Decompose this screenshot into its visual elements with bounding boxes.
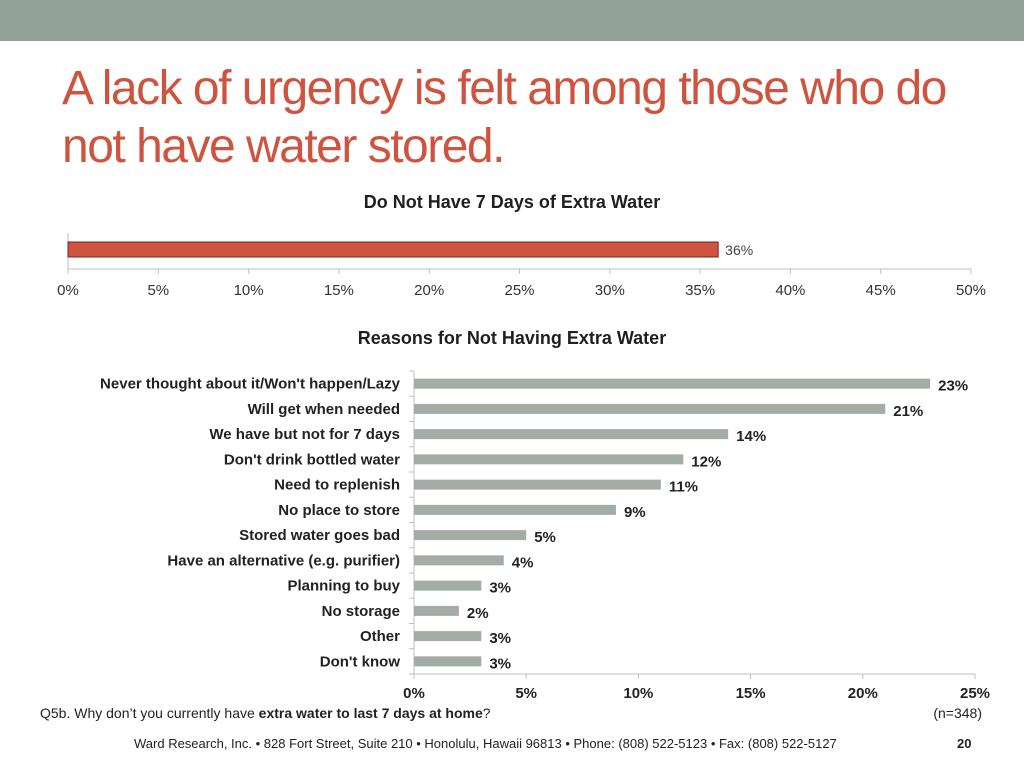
chart2-bar — [414, 580, 482, 591]
chart2-category-label: Planning to buy — [288, 578, 401, 595]
chart2-bar — [414, 605, 459, 616]
question-suffix: ? — [482, 705, 491, 721]
chart1-tick-label: 25% — [504, 282, 534, 299]
chart2-category-label: Don't know — [320, 653, 401, 670]
chart2-data-label: 12% — [691, 453, 721, 470]
chart1-tick-label: 0% — [57, 282, 79, 299]
chart2-title: Reasons for Not Having Extra Water — [357, 328, 667, 348]
chart2-category-label: Never thought about it/Won't happen/Lazy — [100, 376, 401, 393]
chart2-bar — [414, 656, 482, 667]
chart2-data-label: 5% — [534, 529, 556, 546]
chart1-data-label: 36% — [725, 242, 753, 258]
chart1-tick-label: 50% — [956, 282, 986, 299]
chart2-data-label: 3% — [489, 630, 511, 647]
chart2-data-label: 9% — [624, 504, 646, 521]
chart2-category-label: Will get when needed — [248, 401, 400, 418]
chart2-data-label: 3% — [489, 580, 511, 597]
footer-contact: Ward Research, Inc. • 828 Fort Street, S… — [134, 736, 837, 751]
chart2-bar — [414, 631, 482, 642]
page-number: 20 — [957, 736, 972, 751]
chart1-tick-label: 40% — [775, 282, 805, 299]
chart1-tick-label: 15% — [324, 282, 354, 299]
chart1-tick-label: 45% — [866, 282, 896, 299]
chart2-category-label: No place to store — [278, 502, 400, 519]
chart1-tick-label: 5% — [147, 282, 169, 299]
chart2-category-label: Stored water goes bad — [239, 527, 400, 544]
chart2-bar — [414, 530, 527, 541]
chart2-category-label: Don't drink bottled water — [224, 451, 400, 468]
chart2-bar — [414, 504, 616, 515]
chart2-category-label: Have an alternative (e.g. purifier) — [167, 552, 400, 569]
chart2-tick-label: 15% — [736, 685, 766, 702]
chart1-tick-label: 20% — [414, 282, 444, 299]
chart1-tick-label: 30% — [595, 282, 625, 299]
chart2-tick-label: 25% — [960, 685, 990, 702]
chart2-bar — [414, 429, 729, 440]
chart1-tick-label: 10% — [234, 282, 264, 299]
chart2-tick-label: 0% — [403, 685, 425, 702]
chart2-category-label: We have but not for 7 days — [209, 426, 400, 443]
chart2-tick-label: 10% — [623, 685, 653, 702]
chart2-category-label: Other — [360, 628, 400, 645]
chart2-data-label: 14% — [736, 428, 766, 445]
chart2-category-label: Need to replenish — [274, 477, 400, 494]
chart2-data-label: 21% — [893, 403, 923, 420]
chart2-bar — [414, 555, 504, 566]
chart2-bar — [414, 454, 684, 465]
chart2-bar — [414, 479, 661, 490]
chart2-data-label: 11% — [669, 479, 698, 496]
chart2-data-label: 23% — [938, 378, 968, 395]
chart2-data-label: 4% — [512, 554, 534, 571]
chart1-tick-label: 35% — [685, 282, 715, 299]
top-band — [0, 0, 1024, 41]
question-text: Q5b. Why don’t you currently have extra … — [40, 705, 491, 721]
chart1-bar — [67, 241, 719, 258]
chart2-category-label: No storage — [322, 603, 400, 620]
sample-size: (n=348) — [933, 705, 982, 721]
chart1-title: Do Not Have 7 Days of Extra Water — [363, 192, 661, 212]
slide-title: A lack of urgency is felt among those wh… — [62, 62, 947, 173]
chart2-data-label: 2% — [467, 605, 489, 622]
question-bold: extra water to last 7 days at home — [258, 705, 483, 721]
chart2-bar — [414, 378, 931, 389]
chart2-bar — [414, 403, 886, 414]
chart2-tick-label: 20% — [848, 685, 878, 702]
chart2-data-label: 3% — [489, 655, 511, 672]
question-prefix: Q5b. Why don’t you currently have — [40, 705, 259, 721]
chart2-tick-label: 5% — [515, 685, 537, 702]
